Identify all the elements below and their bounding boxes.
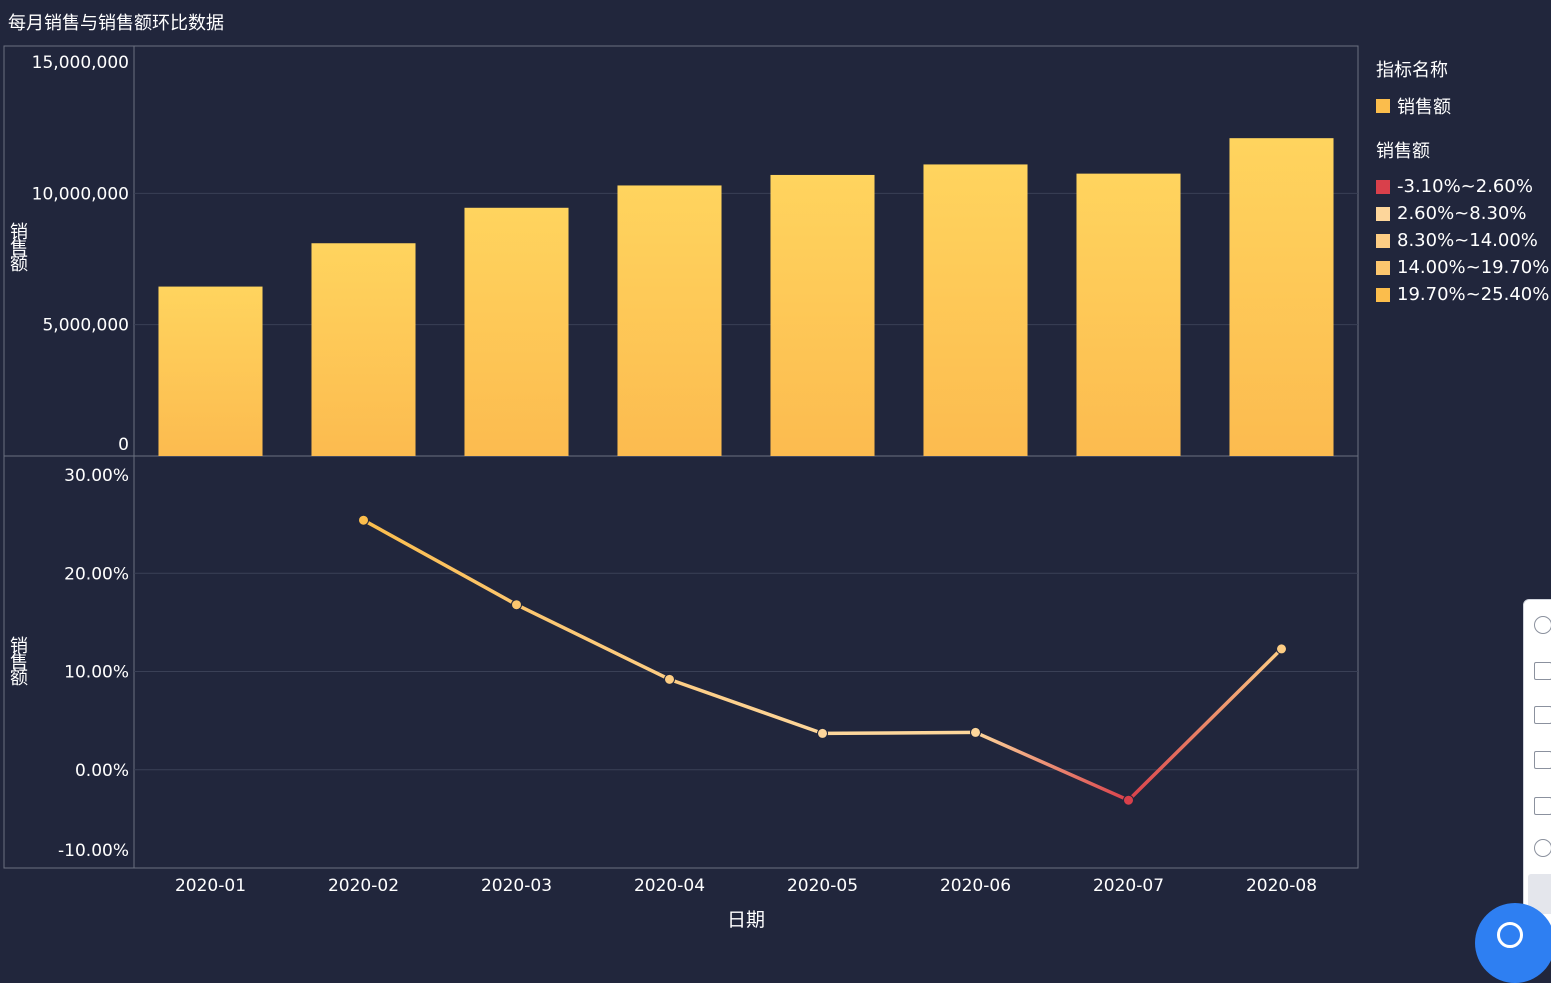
line-point xyxy=(1123,794,1134,806)
line-segment xyxy=(820,730,978,736)
x-tick-label: 2020-08 xyxy=(1246,876,1317,896)
legend-label: 8.30%~14.00% xyxy=(1397,230,1538,251)
line-point xyxy=(817,727,828,739)
legend-group-metric: 指标名称 销售额 xyxy=(1376,56,1546,119)
line-point xyxy=(664,673,675,685)
text-icon[interactable] xyxy=(1534,662,1551,680)
legend-metric-item[interactable]: 销售额 xyxy=(1376,92,1546,119)
columns-icon[interactable] xyxy=(1534,751,1551,769)
legend-range-item[interactable]: 2.60%~8.30% xyxy=(1376,200,1546,227)
line-segment xyxy=(514,602,672,682)
legend-group-range: 销售额 -3.10%~2.60% 2.60%~8.30% 8.30%~14.00% 1… xyxy=(1376,137,1550,308)
legend-range-item[interactable]: 19.70%~25.40% xyxy=(1376,281,1550,308)
bar xyxy=(311,243,416,456)
chart-toolbar xyxy=(1523,599,1551,946)
legend-title-range: 销售额 xyxy=(1376,141,1430,162)
bar-y-tick-label: 0 xyxy=(118,435,129,455)
x-tick-label: 2020-04 xyxy=(634,876,705,896)
legend-title-metric: 指标名称 xyxy=(1376,60,1448,81)
x-tick-label: 2020-07 xyxy=(1093,876,1164,896)
chart-canvas: 0 5,000,000 10,000,000 15,000,000 -10.00% 0.0… xyxy=(3,45,1359,931)
legend-swatch xyxy=(1376,287,1390,302)
x-axis-label: 日期 xyxy=(727,909,765,931)
bar-y-axis-label: 销售额 xyxy=(7,222,28,270)
legend-swatch xyxy=(1376,98,1390,113)
legend-label: 销售额 xyxy=(1397,96,1451,118)
x-tick-label: 2020-02 xyxy=(328,876,399,896)
line-segment xyxy=(973,730,1131,802)
x-tick-label: 2020-03 xyxy=(481,876,552,896)
bar xyxy=(464,207,569,456)
legend-swatch xyxy=(1376,179,1390,194)
line-point xyxy=(358,514,369,526)
line-y-tick-label: -10.00% xyxy=(58,841,129,861)
line-point xyxy=(1276,643,1287,655)
legend-label: 19.70%~25.40% xyxy=(1397,284,1550,305)
line-segment xyxy=(667,677,825,736)
circle-icon[interactable] xyxy=(1534,839,1551,857)
table-icon[interactable] xyxy=(1534,706,1551,724)
legend-label: 2.60%~8.30% xyxy=(1397,203,1527,224)
marker-icon[interactable] xyxy=(1534,797,1551,815)
bar xyxy=(1229,138,1334,456)
bar xyxy=(1076,173,1181,456)
legend-swatch xyxy=(1376,260,1390,275)
search-icon xyxy=(1497,922,1523,948)
bar xyxy=(617,185,722,456)
legend-label: 14.00%~19.70% xyxy=(1397,257,1550,278)
line-y-tick-label: 30.00% xyxy=(64,466,129,486)
legend-range-item[interactable]: -3.10%~2.60% xyxy=(1376,173,1546,200)
legend-swatch xyxy=(1376,233,1390,248)
x-tick-label: 2020-06 xyxy=(940,876,1011,896)
line-y-tick-label: 10.00% xyxy=(64,663,129,683)
legend-label: -3.10%~2.60% xyxy=(1397,176,1533,197)
line-y-axis-label: 销售额 xyxy=(7,636,28,684)
legend: 指标名称 销售额 销售额 -3.10%~2.60% 2.60%~8.30% 8.30… xyxy=(1376,56,1550,326)
x-tick-label: 2020-05 xyxy=(787,876,858,896)
legend-swatch xyxy=(1376,206,1390,221)
bar-y-tick-label: 15,000,000 xyxy=(32,53,129,73)
line-y-tick-label: 20.00% xyxy=(64,564,129,584)
x-tick-label: 2020-01 xyxy=(175,876,246,896)
legend-range-item[interactable]: 8.30%~14.00% xyxy=(1376,227,1546,254)
bar xyxy=(770,174,875,457)
line-panel-frame xyxy=(3,455,1359,869)
bar xyxy=(158,286,263,456)
line-point xyxy=(511,599,522,611)
bar xyxy=(923,164,1028,456)
bar-y-tick-label: 5,000,000 xyxy=(42,316,129,336)
line-segment xyxy=(361,518,519,607)
line-y-tick-label: 0.00% xyxy=(75,761,129,781)
bar-y-tick-label: 10,000,000 xyxy=(32,184,129,204)
legend-range-item[interactable]: 14.00%~19.70% xyxy=(1376,254,1550,281)
line-point xyxy=(970,726,981,738)
chart-title: 每月销售与销售额环比数据 xyxy=(8,13,224,34)
crosshair-icon[interactable] xyxy=(1534,616,1551,634)
line-tool-icon[interactable] xyxy=(1528,874,1551,914)
line-segment xyxy=(1126,647,1284,802)
